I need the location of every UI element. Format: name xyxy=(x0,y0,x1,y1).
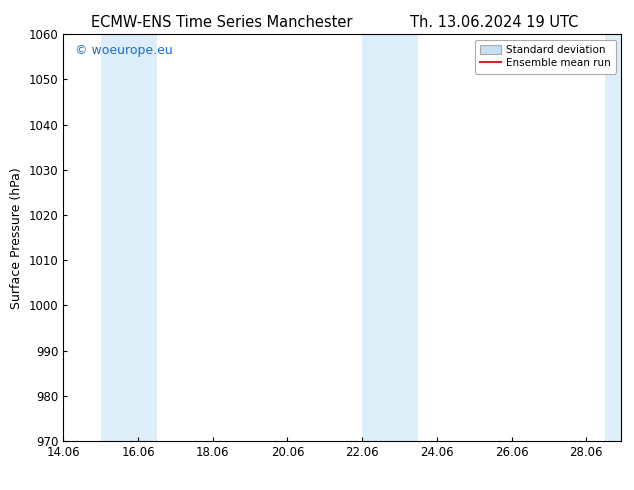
Bar xyxy=(362,34,418,441)
Bar xyxy=(101,34,157,441)
Text: ECMW-ENS Time Series Manchester: ECMW-ENS Time Series Manchester xyxy=(91,15,353,30)
Y-axis label: Surface Pressure (hPa): Surface Pressure (hPa) xyxy=(10,167,23,309)
Legend: Standard deviation, Ensemble mean run: Standard deviation, Ensemble mean run xyxy=(475,40,616,74)
Text: Th. 13.06.2024 19 UTC: Th. 13.06.2024 19 UTC xyxy=(410,15,579,30)
Text: © woeurope.eu: © woeurope.eu xyxy=(75,45,172,57)
Bar xyxy=(605,34,621,441)
